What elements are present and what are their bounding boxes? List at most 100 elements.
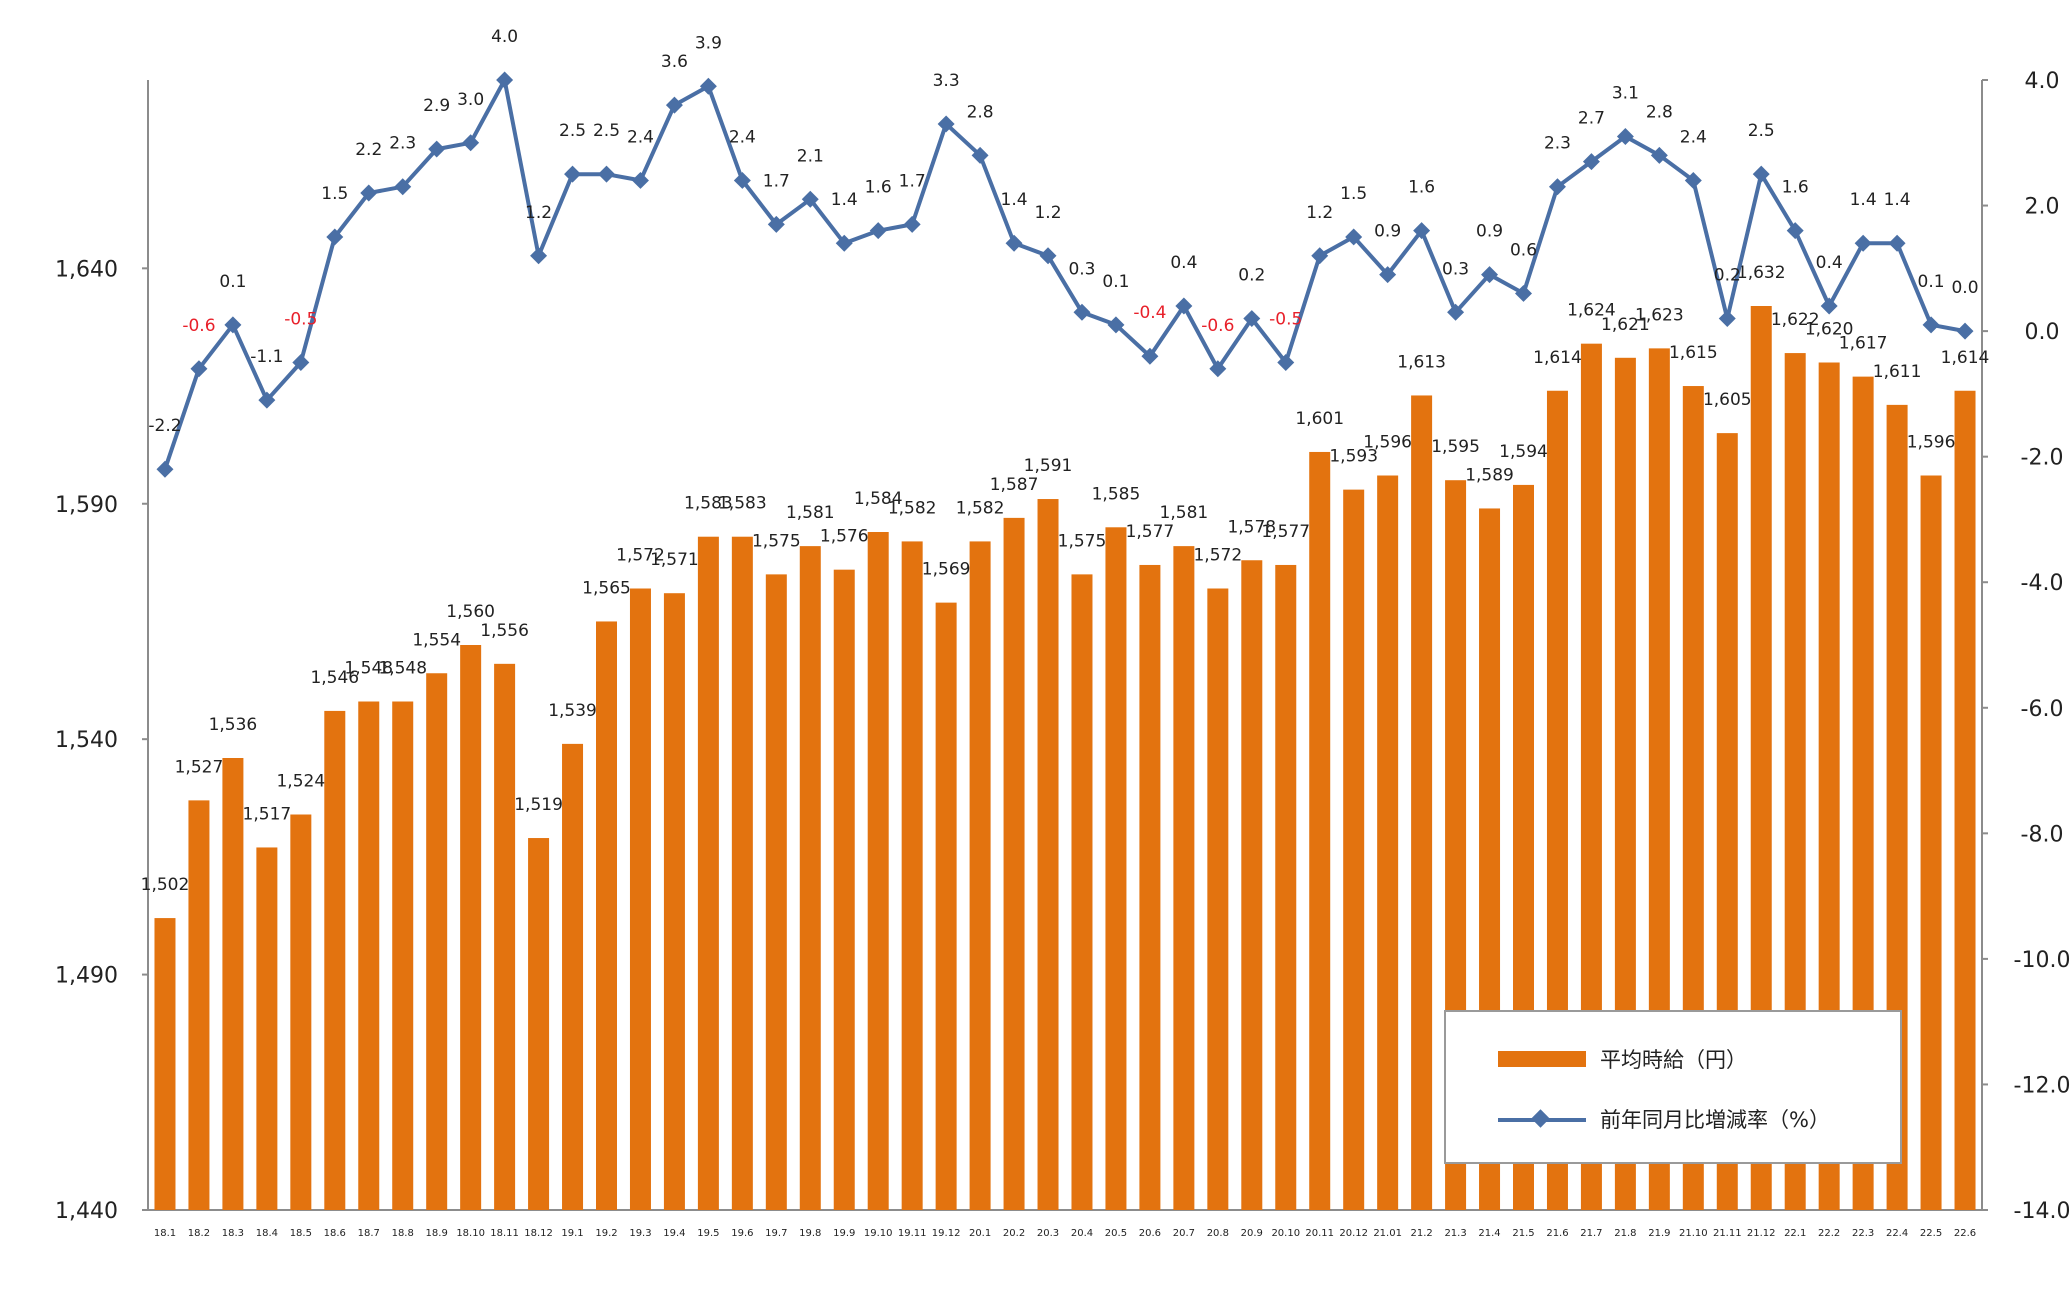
bar-label: 1,556 — [480, 621, 529, 641]
line-label: 1.4 — [1884, 190, 1911, 210]
line-point — [801, 190, 819, 208]
legend: 平均時給（円） 前年同月比増減率（%） — [1444, 1010, 1902, 1164]
line-point — [1888, 234, 1906, 252]
x-tick-label: 19.6 — [731, 1228, 753, 1239]
bar-label: 1,524 — [276, 772, 325, 792]
x-tick-label: 21.7 — [1580, 1228, 1602, 1239]
left-axis-tick-label: 1,490 — [55, 964, 118, 989]
line-label: 0.0 — [1951, 278, 1978, 298]
x-tick-label: 21.4 — [1478, 1228, 1500, 1239]
x-tick-label: 20.12 — [1339, 1228, 1368, 1239]
line-label: 2.8 — [1646, 102, 1673, 122]
line-label: 0.3 — [1442, 259, 1469, 279]
line-label: 0.9 — [1374, 222, 1401, 242]
right-axis-tick-label: 4.0 — [2025, 69, 2060, 94]
line-label: -0.5 — [284, 310, 317, 330]
line-label: 3.0 — [457, 90, 484, 110]
bar — [1818, 362, 1840, 1210]
bar — [1037, 499, 1059, 1211]
x-tick-label: 18.1 — [154, 1228, 176, 1239]
line-label: -0.6 — [182, 316, 215, 336]
line-point — [190, 360, 208, 378]
bar-label: 1,593 — [1329, 447, 1378, 467]
x-tick-label: 20.7 — [1173, 1228, 1195, 1239]
bar — [1886, 404, 1908, 1210]
x-tick-label: 19.10 — [864, 1228, 893, 1239]
line-label: 0.2 — [1714, 266, 1741, 286]
line-series — [156, 71, 1974, 478]
line-point — [1073, 303, 1091, 321]
bar-label: 1,621 — [1601, 315, 1650, 335]
x-tick-label: 19.4 — [663, 1228, 685, 1239]
x-tick-label: 21.01 — [1373, 1228, 1402, 1239]
x-tick-label: 20.4 — [1071, 1228, 1093, 1239]
bar-label: 1,571 — [650, 550, 699, 570]
bar-label: 1,560 — [446, 602, 495, 622]
line-point — [496, 71, 514, 89]
x-tick-label: 18.4 — [256, 1228, 278, 1239]
x-tick-label: 18.8 — [392, 1228, 414, 1239]
line-label: 1.7 — [899, 171, 926, 191]
bar — [188, 800, 210, 1210]
line-label: 1.5 — [1340, 184, 1367, 204]
x-tick-label: 18.12 — [524, 1228, 553, 1239]
line-point — [598, 165, 615, 183]
bar — [358, 701, 380, 1210]
right-axis-tick-label: -12.0 — [2014, 1073, 2071, 1098]
bar — [1411, 395, 1433, 1210]
bar-label: 1,591 — [1024, 456, 1073, 476]
line-point — [156, 460, 174, 478]
bar-label: 1,581 — [786, 503, 835, 523]
line-label: 2.1 — [797, 146, 824, 166]
bar — [1546, 390, 1568, 1210]
line-label: 0.2 — [1238, 266, 1265, 286]
bar-label: 1,554 — [412, 630, 461, 650]
bar — [833, 569, 855, 1210]
bar-label: 1,546 — [310, 668, 359, 688]
bar — [426, 673, 448, 1210]
line-label: 1.4 — [831, 190, 858, 210]
line-label: 0.1 — [219, 272, 246, 292]
x-tick-label: 18.2 — [188, 1228, 210, 1239]
line-label: 0.9 — [1476, 222, 1503, 242]
line-label: 1.2 — [525, 203, 552, 223]
bar-label: 1,576 — [820, 527, 869, 547]
x-tick-label: 22.3 — [1852, 1228, 1874, 1239]
bar — [1580, 343, 1602, 1211]
bar — [222, 758, 244, 1210]
x-tick-label: 18.10 — [456, 1228, 485, 1239]
x-tick-label: 21.8 — [1614, 1228, 1636, 1239]
x-tick-label: 21.11 — [1713, 1228, 1742, 1239]
legend-line-label: 前年同月比増減率（%） — [1600, 1108, 1830, 1132]
line-label: 1.4 — [1850, 190, 1877, 210]
bar-label: 1,577 — [1261, 522, 1310, 542]
x-tick-label: 19.7 — [765, 1228, 787, 1239]
bar-label: 1,611 — [1873, 362, 1922, 382]
bar-label: 1,584 — [854, 489, 903, 509]
bar-label: 1,594 — [1499, 442, 1548, 462]
bar — [1275, 564, 1297, 1210]
bar — [1377, 475, 1399, 1210]
bar-label: 1,502 — [141, 875, 190, 895]
line-label: 2.4 — [1680, 127, 1707, 147]
bar — [460, 645, 482, 1210]
bar — [290, 814, 312, 1210]
line-label: 0.1 — [1918, 272, 1945, 292]
line-point — [903, 215, 921, 233]
bar — [596, 621, 617, 1210]
line-label: 4.0 — [491, 27, 518, 47]
line-label: -2.2 — [148, 416, 181, 436]
x-tick-label: 20.10 — [1271, 1228, 1300, 1239]
x-tick-label: 22.1 — [1784, 1228, 1806, 1239]
bar-label: 1,575 — [752, 531, 801, 551]
bar-label: 1,614 — [1941, 348, 1990, 368]
chart-axes: 1,440 1,490 1,540 1,590 1,640 -14.0 -12.0 -10.0… — [55, 69, 2070, 1224]
legend-entry-line: 前年同月比増減率（%） — [1446, 1104, 1830, 1134]
left-axis-tick-label: 1,440 — [55, 1199, 118, 1224]
bar-label: 1,548 — [378, 659, 427, 679]
line-label: 0.6 — [1510, 240, 1537, 260]
line-point — [767, 215, 785, 233]
bar-label: 1,583 — [718, 494, 767, 514]
line-label: 2.8 — [967, 102, 994, 122]
bar — [1139, 564, 1161, 1210]
